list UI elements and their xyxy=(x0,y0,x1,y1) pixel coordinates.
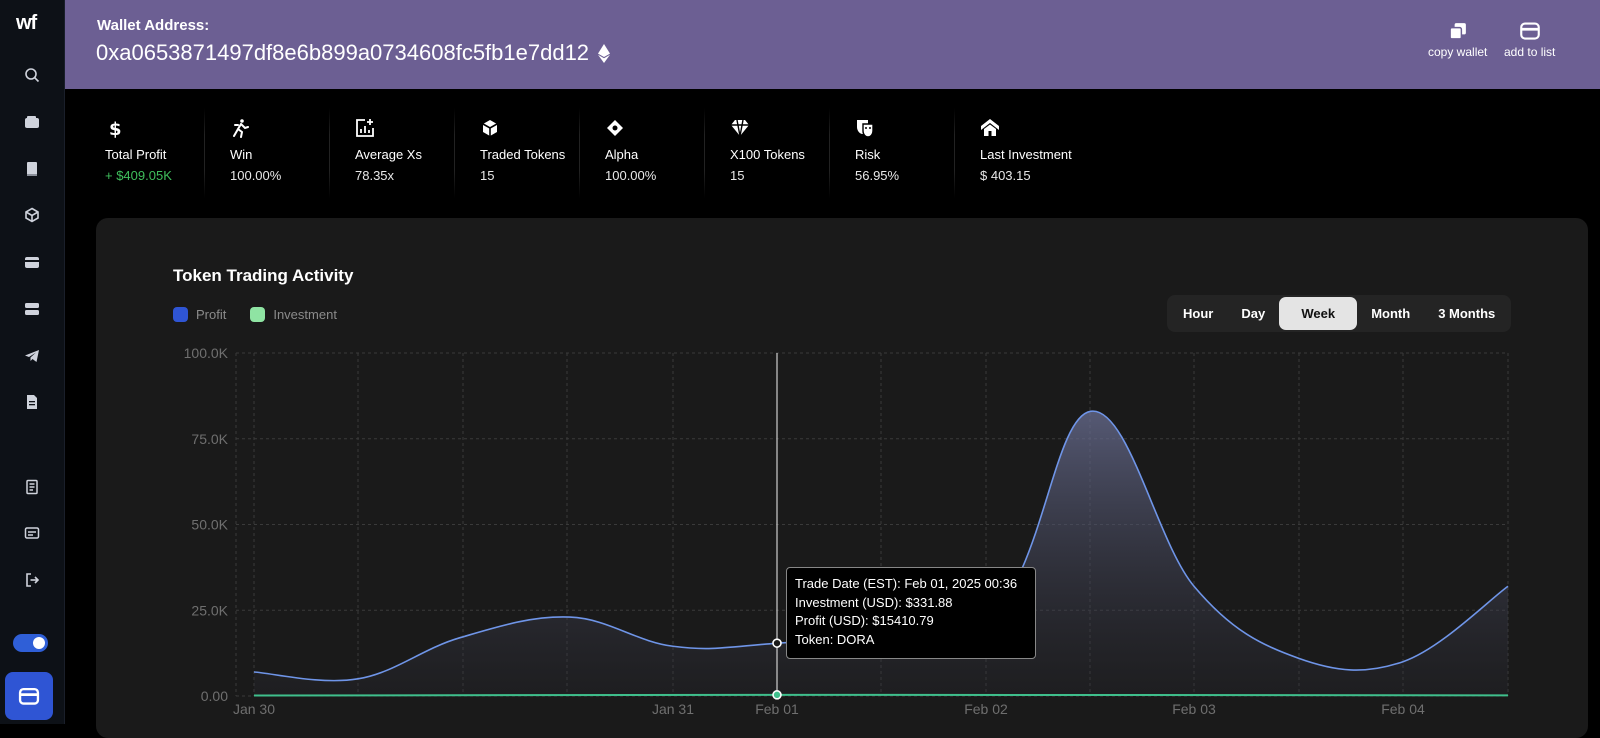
copy-wallet-button[interactable]: copy wallet xyxy=(1428,22,1487,59)
stat-win: Win 100.00% xyxy=(190,108,330,198)
gem-icon xyxy=(730,118,752,140)
divider xyxy=(204,108,205,198)
stat-label: Average Xs xyxy=(355,147,422,162)
divider xyxy=(829,108,830,198)
tooltip-trade-date: Trade Date (EST): Feb 01, 2025 00:36 xyxy=(795,576,1018,591)
cube-icon[interactable] xyxy=(21,204,43,226)
stat-label: Total Profit xyxy=(105,147,167,162)
add-to-list-button[interactable]: add to list xyxy=(1504,22,1555,59)
stat-label: Win xyxy=(230,147,253,162)
chart-tooltip: Trade Date (EST): Feb 01, 2025 00:36 Inv… xyxy=(786,567,1036,659)
stat-risk: Risk 56.95% xyxy=(815,108,955,198)
stat-value: 15 xyxy=(730,168,745,183)
cube-icon xyxy=(480,118,502,140)
add-to-list-label: add to list xyxy=(1504,45,1556,59)
stat-last-investment: Last Investment $ 403.15 xyxy=(940,108,1100,198)
chart-plus-icon xyxy=(355,118,377,140)
search-icon[interactable] xyxy=(21,64,43,86)
tooltip-profit: Profit (USD): $15410.79 xyxy=(795,613,934,628)
server-icon[interactable] xyxy=(21,298,43,320)
house-icon xyxy=(980,118,1002,140)
stat-x100-tokens: X100 Tokens 15 xyxy=(690,108,830,198)
legend-profit[interactable]: Profit xyxy=(173,307,226,322)
divider xyxy=(704,108,705,198)
theme-toggle[interactable] xyxy=(13,634,48,652)
svg-text:$: $ xyxy=(109,119,122,138)
sidebar: wf xyxy=(0,0,65,724)
wallet-icon[interactable] xyxy=(21,111,43,133)
copy-wallet-label: copy wallet xyxy=(1428,45,1488,59)
range-hour-button[interactable]: Hour xyxy=(1183,306,1214,321)
wallet-icon xyxy=(18,687,40,705)
stat-value: 15 xyxy=(480,168,495,183)
stat-label: Last Investment xyxy=(980,147,1072,162)
stat-alpha: Alpha 100.00% xyxy=(565,108,705,198)
stat-value: + $409.05K xyxy=(105,168,172,183)
stat-average-xs: Average Xs 78.35x xyxy=(315,108,455,198)
wallet-address-label: Wallet Address: xyxy=(97,17,210,34)
brand-logo[interactable]: wf xyxy=(16,12,37,34)
legend-swatch-profit xyxy=(173,307,188,322)
divider xyxy=(329,108,330,198)
divider xyxy=(454,108,455,198)
stat-label: X100 Tokens xyxy=(730,147,805,162)
wallet-address: 0xa0653871497df8e6b899a0734608fc5fb1e7dd… xyxy=(96,40,611,66)
stat-total-profit: $ Total Profit + $409.05K xyxy=(65,108,205,198)
card-icon[interactable] xyxy=(21,251,43,273)
dollar-icon: $ xyxy=(105,118,127,140)
logout-icon[interactable] xyxy=(21,569,43,591)
time-range-selector: Hour Day Week Month 3 Months xyxy=(1167,295,1512,332)
stat-label: Alpha xyxy=(605,147,639,162)
legend-label-investment: Investment xyxy=(273,307,337,322)
divider xyxy=(954,108,955,198)
wallet-address-text[interactable]: 0xa0653871497df8e6b899a0734608fc5fb1e7dd… xyxy=(96,40,590,65)
chart-legend: Profit Investment xyxy=(173,307,337,322)
wallet-list-button[interactable] xyxy=(5,672,53,720)
stat-traded-tokens: Traded Tokens 15 xyxy=(440,108,580,198)
legend-swatch-investment xyxy=(250,307,266,322)
receipt-icon[interactable] xyxy=(21,476,43,498)
stat-label: Traded Tokens xyxy=(480,147,566,162)
trading-activity-panel: Token Trading Activity Profit Investment… xyxy=(96,218,1588,738)
stat-value: 100.00% xyxy=(605,168,657,183)
stat-value: 100.00% xyxy=(230,168,282,183)
range-day-button[interactable]: Day xyxy=(1241,306,1266,321)
masks-icon xyxy=(855,118,877,140)
telegram-icon[interactable] xyxy=(21,345,43,367)
stat-value: 56.95% xyxy=(855,168,900,183)
id-card-icon[interactable] xyxy=(21,522,43,544)
book-icon[interactable] xyxy=(21,158,43,180)
legend-label-profit: Profit xyxy=(196,307,227,322)
divider xyxy=(579,108,580,198)
stat-label: Risk xyxy=(855,147,881,162)
ethereum-icon xyxy=(598,43,611,63)
range-3-months-button[interactable]: 3 Months xyxy=(1438,306,1496,321)
stat-value: $ 403.15 xyxy=(980,168,1031,183)
tooltip-token: Token: DORA xyxy=(795,631,875,647)
chart-title: Token Trading Activity xyxy=(173,266,354,285)
wallet-icon xyxy=(1519,22,1540,40)
range-week-button[interactable]: Week xyxy=(1279,297,1358,330)
diamond-icon xyxy=(605,118,627,140)
copy-icon xyxy=(1449,23,1466,40)
document-icon[interactable] xyxy=(21,391,43,413)
tooltip-investment: Investment (USD): $331.88 xyxy=(795,594,953,610)
stat-value: 78.35x xyxy=(355,168,395,183)
running-icon xyxy=(230,118,252,140)
wallet-header: Wallet Address: 0xa0653871497df8e6b899a0… xyxy=(65,0,1600,89)
legend-investment[interactable]: Investment xyxy=(250,307,337,322)
range-month-button[interactable]: Month xyxy=(1371,306,1411,321)
